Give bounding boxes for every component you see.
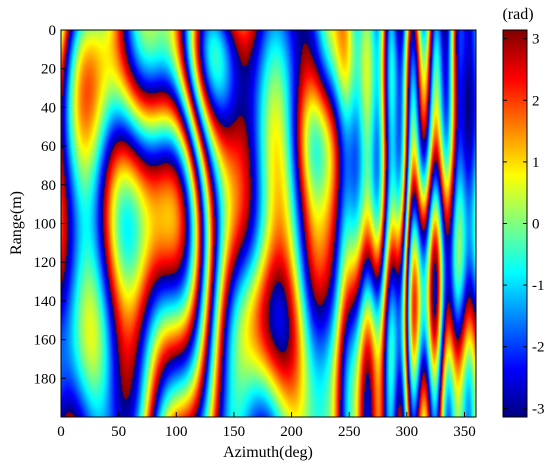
x-axis-ticks: 0 50 100 150 200 250 300 350	[57, 412, 476, 440]
heatmap-image	[61, 30, 476, 417]
x-tick-label: 100	[165, 424, 188, 440]
y-tick-label: 140	[34, 294, 57, 310]
y-tick-label: 100	[34, 217, 57, 233]
x-axis-label: Azimuth(deg)	[223, 444, 313, 461]
colorbar-tick-label: 2	[532, 93, 540, 109]
colorbar-tick-label: 1	[532, 155, 540, 171]
x-tick-label: 350	[453, 424, 476, 440]
colorbar-tick-label: -3	[532, 401, 545, 417]
y-tick-label: 160	[34, 333, 57, 349]
x-tick-label: 0	[57, 424, 65, 440]
y-tick-label: 80	[41, 178, 56, 194]
x-tick-label: 150	[223, 424, 246, 440]
y-tick-label: 180	[34, 371, 57, 387]
colorbar-tick-label: 3	[532, 32, 540, 48]
y-tick-label: 60	[41, 139, 56, 155]
colorbar-tick-label: 0	[532, 217, 540, 233]
x-tick-label: 300	[396, 424, 419, 440]
y-axis-ticks: 0 20 40 60 80 100 120 140 160 180	[34, 23, 66, 387]
colorbar-label: (rad)	[502, 6, 533, 23]
y-axis-label: Range(m)	[8, 191, 25, 255]
x-tick-label: 250	[338, 424, 361, 440]
colorbar-tick-label: -1	[532, 278, 545, 294]
y-tick-label: 20	[41, 62, 56, 78]
colorbar-tick-label: -2	[532, 340, 545, 356]
x-tick-label: 50	[111, 424, 126, 440]
y-tick-label: 40	[41, 100, 56, 116]
y-tick-label: 0	[49, 23, 57, 39]
colorbar-ticks: 3 2 1 0 -1 -2 -3	[503, 32, 545, 417]
y-tick-label: 120	[34, 255, 57, 271]
x-tick-label: 200	[280, 424, 303, 440]
